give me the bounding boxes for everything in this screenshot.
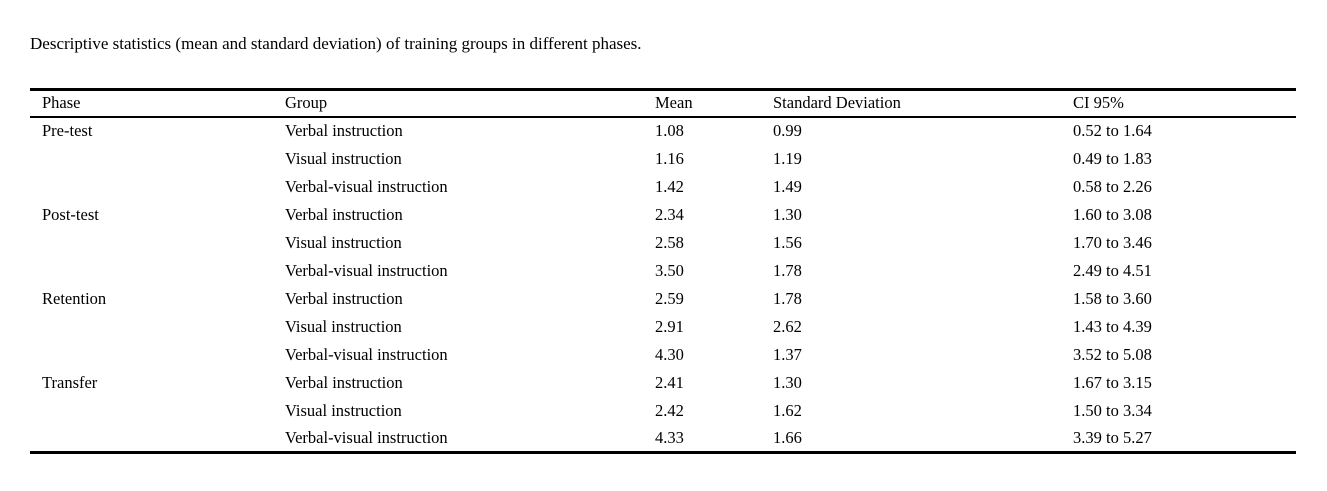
cell-group: Verbal-visual instruction [285, 427, 448, 447]
cell-standard-deviation: 1.56 [773, 232, 802, 252]
cell-group: Verbal-visual instruction [285, 344, 448, 364]
table-header-row: Phase Group Mean Standard Deviation CI 9… [30, 89, 1296, 118]
cell-mean: 2.59 [655, 288, 684, 308]
cell-standard-deviation: 1.66 [773, 427, 802, 447]
table-row: Retention Verbal instruction 2.59 1.78 1… [30, 285, 1296, 313]
table-row: Visual instruction 2.91 2.62 1.43 to 4.3… [30, 313, 1296, 341]
table-row: Verbal-visual instruction 3.50 1.78 2.49… [30, 257, 1296, 285]
cell-mean: 4.30 [655, 344, 684, 364]
cell-mean: 2.41 [655, 372, 684, 392]
cell-ci: 1.58 to 3.60 [1073, 288, 1152, 308]
cell-mean: 2.34 [655, 204, 684, 224]
column-header-phase: Phase [30, 89, 285, 118]
table-row: Transfer Verbal instruction 2.41 1.30 1.… [30, 369, 1296, 397]
cell-group: Verbal instruction [285, 372, 403, 392]
table-row: Verbal-visual instruction 4.33 1.66 3.39… [30, 425, 1296, 453]
table-row: Verbal-visual instruction 1.42 1.49 0.58… [30, 173, 1296, 201]
cell-phase [30, 145, 285, 173]
table-body: Pre-test Verbal instruction 1.08 0.99 0.… [30, 117, 1296, 453]
cell-mean: 2.91 [655, 316, 684, 336]
cell-group: Visual instruction [285, 400, 402, 420]
cell-standard-deviation: 1.49 [773, 176, 802, 196]
cell-standard-deviation: 1.78 [773, 288, 802, 308]
cell-standard-deviation: 1.37 [773, 344, 802, 364]
cell-mean: 2.42 [655, 400, 684, 420]
cell-ci: 1.70 to 3.46 [1073, 232, 1152, 252]
cell-standard-deviation: 1.19 [773, 148, 802, 168]
cell-mean: 1.16 [655, 148, 684, 168]
cell-phase [30, 313, 285, 341]
cell-phase: Pre-test [42, 121, 93, 140]
cell-group: Visual instruction [285, 148, 402, 168]
cell-phase [30, 341, 285, 369]
table-row: Visual instruction 1.16 1.19 0.49 to 1.8… [30, 145, 1296, 173]
cell-ci: 0.58 to 2.26 [1073, 176, 1152, 196]
cell-group: Verbal instruction [285, 204, 403, 224]
table-row: Visual instruction 2.58 1.56 1.70 to 3.4… [30, 229, 1296, 257]
cell-ci: 1.43 to 4.39 [1073, 316, 1152, 336]
cell-standard-deviation: 1.78 [773, 260, 802, 280]
cell-ci: 0.49 to 1.83 [1073, 148, 1152, 168]
table-row: Visual instruction 2.42 1.62 1.50 to 3.3… [30, 397, 1296, 425]
cell-phase [30, 229, 285, 257]
cell-standard-deviation: 1.30 [773, 204, 802, 224]
table-row: Pre-test Verbal instruction 1.08 0.99 0.… [30, 117, 1296, 145]
cell-ci: 0.52 to 1.64 [1073, 121, 1152, 140]
cell-mean: 2.58 [655, 232, 684, 252]
cell-ci: 1.50 to 3.34 [1073, 400, 1152, 420]
cell-ci: 3.52 to 5.08 [1073, 344, 1152, 364]
cell-phase [30, 257, 285, 285]
descriptive-statistics-table: Phase Group Mean Standard Deviation CI 9… [30, 88, 1296, 454]
table-row: Post-test Verbal instruction 2.34 1.30 1… [30, 201, 1296, 229]
cell-group: Visual instruction [285, 232, 402, 252]
cell-phase: Transfer [42, 372, 98, 392]
cell-ci: 2.49 to 4.51 [1073, 260, 1152, 280]
table-row: Verbal-visual instruction 4.30 1.37 3.52… [30, 341, 1296, 369]
cell-standard-deviation: 0.99 [773, 121, 802, 140]
cell-mean: 4.33 [655, 427, 684, 447]
cell-mean: 3.50 [655, 260, 684, 280]
cell-ci: 3.39 to 5.27 [1073, 427, 1152, 447]
cell-phase: Post-test [42, 204, 99, 224]
cell-group: Verbal instruction [285, 121, 403, 140]
cell-standard-deviation: 1.30 [773, 372, 802, 392]
cell-standard-deviation: 1.62 [773, 400, 802, 420]
cell-phase: Retention [42, 288, 107, 308]
cell-mean: 1.08 [655, 121, 684, 140]
column-header-group: Group [285, 89, 655, 118]
cell-ci: 1.67 to 3.15 [1073, 372, 1152, 392]
column-header-mean: Mean [655, 89, 773, 118]
column-header-ci-95: CI 95% [1073, 89, 1296, 118]
cell-phase [30, 425, 285, 453]
cell-group: Visual instruction [285, 316, 402, 336]
cell-group: Verbal-visual instruction [285, 260, 448, 280]
table-caption: Descriptive statistics (mean and standar… [30, 34, 642, 53]
cell-phase [30, 397, 285, 425]
cell-standard-deviation: 2.62 [773, 316, 802, 336]
cell-mean: 1.42 [655, 176, 684, 196]
column-header-standard-deviation: Standard Deviation [773, 89, 1073, 118]
cell-group: Verbal-visual instruction [285, 176, 448, 196]
cell-phase [30, 173, 285, 201]
cell-ci: 1.60 to 3.08 [1073, 204, 1152, 224]
table-header: Phase Group Mean Standard Deviation CI 9… [30, 89, 1296, 118]
cell-group: Verbal instruction [285, 288, 403, 308]
